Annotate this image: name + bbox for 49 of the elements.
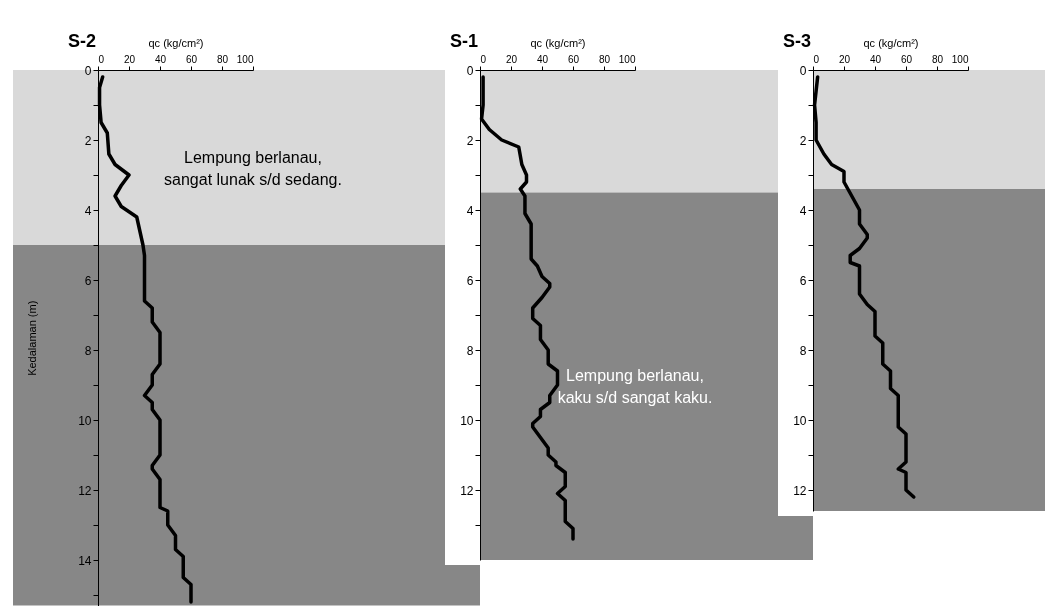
y-tick-label: 8 bbox=[466, 343, 474, 358]
x-tick-label: 100 bbox=[236, 53, 254, 65]
x-tick-label: 80 bbox=[598, 53, 611, 65]
y-tick-label: 12 bbox=[460, 483, 474, 498]
x-tick-label: 20 bbox=[505, 53, 518, 65]
x-tick-label: 0 bbox=[813, 53, 820, 65]
x-tick-label: 60 bbox=[185, 53, 198, 65]
chart-title: S-1 bbox=[450, 31, 479, 51]
y-tick-label: 4 bbox=[84, 203, 92, 218]
x-tick-label: 0 bbox=[98, 53, 105, 65]
band-label: Lempung berlanau, sangat lunak s/d sedang. bbox=[164, 148, 342, 188]
y-tick-label: 4 bbox=[799, 203, 807, 218]
x-tick-label: 60 bbox=[567, 53, 580, 65]
x-tick-label: 40 bbox=[536, 53, 549, 65]
x-tick-label: 80 bbox=[931, 53, 944, 65]
y-tick-label: 0 bbox=[799, 63, 807, 78]
y-tick-label: 6 bbox=[84, 273, 92, 288]
chart-title: S-3 bbox=[783, 31, 812, 51]
y-tick-label: 2 bbox=[799, 133, 807, 148]
y-tick-label: 0 bbox=[466, 63, 474, 78]
y-tick-label: 0 bbox=[84, 63, 92, 78]
x-tick-label: 20 bbox=[838, 53, 851, 65]
y-axis-title: Kedalaman (m) bbox=[26, 300, 39, 376]
y-tick-label: 10 bbox=[793, 413, 807, 428]
x-tick-label: 80 bbox=[216, 53, 229, 65]
x-tick-label: 0 bbox=[480, 53, 487, 65]
x-axis-title: qc (kg/cm²) bbox=[530, 36, 586, 49]
x-tick-label: 60 bbox=[900, 53, 913, 65]
y-tick-label: 12 bbox=[78, 483, 92, 498]
y-tick-label: 2 bbox=[84, 133, 92, 148]
y-tick-label: 12 bbox=[793, 483, 807, 498]
x-tick-label: 100 bbox=[618, 53, 636, 65]
x-tick-label: 40 bbox=[869, 53, 882, 65]
x-tick-label: 40 bbox=[154, 53, 167, 65]
y-tick-label: 6 bbox=[799, 273, 807, 288]
y-tick-label: 4 bbox=[466, 203, 474, 218]
chart-title: S-2 bbox=[68, 31, 97, 51]
y-tick-label: 2 bbox=[466, 133, 474, 148]
x-axis-title: qc (kg/cm²) bbox=[148, 36, 204, 49]
x-tick-label: 100 bbox=[951, 53, 969, 65]
y-tick-label: 6 bbox=[466, 273, 474, 288]
y-tick-label: 10 bbox=[460, 413, 474, 428]
y-tick-label: 14 bbox=[78, 553, 92, 568]
x-axis-title: qc (kg/cm²) bbox=[863, 36, 919, 49]
band-label: Lempung berlanau, kaku s/d sangat kaku. bbox=[557, 367, 713, 407]
x-tick-label: 20 bbox=[123, 53, 136, 65]
y-tick-label: 8 bbox=[84, 343, 92, 358]
y-tick-label: 10 bbox=[78, 413, 92, 428]
y-tick-label: 8 bbox=[799, 343, 807, 358]
